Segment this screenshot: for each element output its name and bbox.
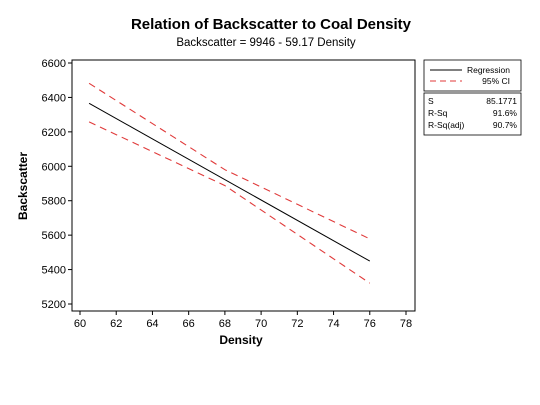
stats-label: R-Sq	[428, 108, 448, 118]
x-axis: 60 62 64 66 68 70 72 74 76 78	[74, 311, 412, 330]
x-tick-label: 70	[255, 318, 267, 330]
x-tick-label: 64	[146, 318, 158, 330]
stats-table: S 85.1771 R-Sq 91.6% R-Sq(adj) 90.7%	[428, 96, 517, 130]
y-tick-label: 5400	[42, 265, 66, 277]
x-tick-label: 62	[110, 318, 122, 330]
stats-value: 85.1771	[486, 96, 517, 106]
x-tick-label: 66	[183, 318, 195, 330]
stats-label: S	[428, 96, 434, 106]
legend-box	[423, 59, 522, 92]
stats-value: 91.6%	[493, 108, 518, 118]
series-layer	[88, 82, 371, 284]
series-line-2	[88, 121, 371, 284]
y-tick-label: 5200	[42, 299, 66, 311]
plot-area	[71, 59, 416, 312]
x-axis-title: Density	[219, 333, 263, 347]
chart-title: Relation of Backscatter to Coal Density	[131, 16, 412, 33]
x-tick-label: 74	[327, 318, 339, 330]
y-axis-title: Backscatter	[16, 152, 30, 220]
y-axis: 5200 5400 5600 5800 6000 6200 6400 6600	[42, 58, 72, 311]
stats-box	[423, 92, 522, 136]
x-tick-label: 60	[74, 318, 86, 330]
y-tick-label: 6000	[42, 161, 66, 173]
x-tick-label: 78	[400, 318, 412, 330]
x-tick-label: 68	[219, 318, 231, 330]
chart-subtitle: Backscatter = 9946 - 59.17 Density	[176, 37, 356, 49]
y-tick-label: 5800	[42, 196, 66, 208]
legend-label: Regression	[467, 65, 510, 75]
x-tick-label: 72	[291, 318, 303, 330]
y-tick-label: 6400	[42, 92, 66, 104]
series-line-0	[88, 102, 371, 262]
y-tick-label: 6200	[42, 127, 66, 139]
stats-value: 90.7%	[493, 120, 518, 130]
y-tick-label: 5600	[42, 230, 66, 242]
y-tick-label: 6600	[42, 58, 66, 70]
x-tick-label: 76	[364, 318, 376, 330]
series-line-1	[88, 82, 371, 240]
stats-label: R-Sq(adj)	[428, 120, 465, 130]
legend-label: 95% CI	[482, 76, 510, 86]
